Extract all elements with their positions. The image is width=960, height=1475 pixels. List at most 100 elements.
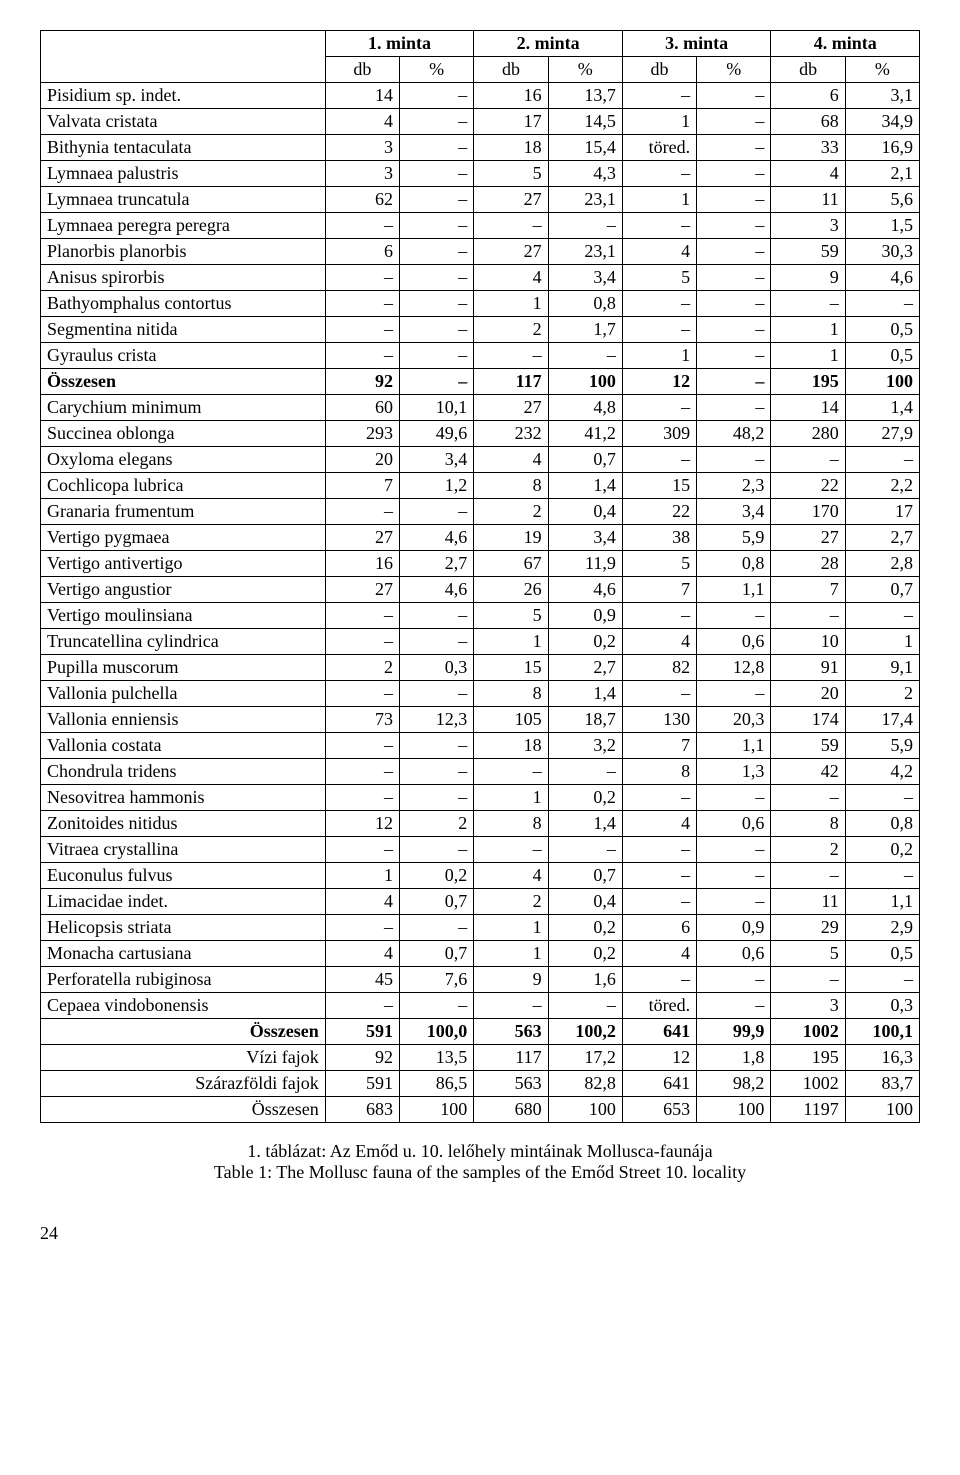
species-name: Pisidium sp. indet. [41, 83, 326, 109]
cell-value: 0,3 [400, 655, 474, 681]
cell-value: 4,8 [548, 395, 622, 421]
table-row: Helicopsis striata––10,260,9292,9 [41, 915, 920, 941]
table-row: Vertigo pygmaea274,6193,4385,9272,7 [41, 525, 920, 551]
cell-value: – [325, 759, 399, 785]
table-row: Vertigo antivertigo162,76711,950,8282,8 [41, 551, 920, 577]
cell-value: 19 [474, 525, 548, 551]
cell-value: 16 [325, 551, 399, 577]
cell-value: 0,9 [548, 603, 622, 629]
cell-value: 1 [622, 109, 696, 135]
cell-value: – [622, 447, 696, 473]
cell-value: – [325, 603, 399, 629]
cell-value: 0,6 [697, 811, 771, 837]
cell-value: 86,5 [400, 1071, 474, 1097]
cell-value: 1,1 [845, 889, 919, 915]
cell-value: 0,2 [548, 785, 622, 811]
cell-value: – [400, 837, 474, 863]
cell-value: 27 [325, 577, 399, 603]
species-name: Lymnaea truncatula [41, 187, 326, 213]
species-name: Carychium minimum [41, 395, 326, 421]
page-number: 24 [40, 1223, 920, 1244]
cell-value: 0,7 [548, 863, 622, 889]
species-name: Valvata cristata [41, 109, 326, 135]
table-row: Oxyloma elegans203,440,7–––– [41, 447, 920, 473]
cell-value: 4 [325, 941, 399, 967]
cell-value: 2,7 [400, 551, 474, 577]
species-name: Vitraea crystallina [41, 837, 326, 863]
header-row-1: 1. minta 2. minta 3. minta 4. minta [41, 31, 920, 57]
cell-value: – [697, 135, 771, 161]
species-name: Vertigo angustior [41, 577, 326, 603]
cell-value: 15 [622, 473, 696, 499]
cell-value: 6 [622, 915, 696, 941]
cell-value: 1,7 [548, 317, 622, 343]
cell-value: 0,4 [548, 499, 622, 525]
cell-value: 1,2 [400, 473, 474, 499]
cell-value: – [400, 759, 474, 785]
header-minta-2: 2. minta [474, 31, 623, 57]
cell-value: 7 [771, 577, 845, 603]
cell-value: – [400, 317, 474, 343]
cell-value: – [548, 213, 622, 239]
cell-value: 2 [400, 811, 474, 837]
species-name: Összesen [41, 369, 326, 395]
species-name: Nesovitrea hammonis [41, 785, 326, 811]
species-name: Succinea oblonga [41, 421, 326, 447]
cell-value: – [697, 239, 771, 265]
cell-value: 4,3 [548, 161, 622, 187]
species-name: Cepaea vindobonensis [41, 993, 326, 1019]
cell-value: 2 [771, 837, 845, 863]
cell-value: 59 [771, 733, 845, 759]
cell-value: 1197 [771, 1097, 845, 1123]
cell-value: 3 [771, 213, 845, 239]
cell-value: 16,3 [845, 1045, 919, 1071]
cell-value: – [771, 967, 845, 993]
cell-value: – [622, 395, 696, 421]
cell-value: 232 [474, 421, 548, 447]
cell-value: 3,4 [548, 265, 622, 291]
cell-value: 7,6 [400, 967, 474, 993]
table-row: Cepaea vindobonensis––––töred.–30,3 [41, 993, 920, 1019]
cell-value: – [325, 837, 399, 863]
cell-value: 3 [325, 135, 399, 161]
cell-value: 9 [771, 265, 845, 291]
species-name: Perforatella rubiginosa [41, 967, 326, 993]
cell-value: – [548, 837, 622, 863]
species-name: Segmentina nitida [41, 317, 326, 343]
species-name: Truncatellina cylindrica [41, 629, 326, 655]
table-row: Szárazföldi fajok59186,556382,864198,210… [41, 1071, 920, 1097]
cell-value: – [771, 785, 845, 811]
cell-value: – [697, 837, 771, 863]
cell-value: 641 [622, 1071, 696, 1097]
header-pct: % [845, 57, 919, 83]
cell-value: 5 [474, 603, 548, 629]
table-row: Összesen591100,0563100,264199,91002100,1 [41, 1019, 920, 1045]
cell-value: 5 [771, 941, 845, 967]
cell-value: – [400, 109, 474, 135]
cell-value: 3,2 [548, 733, 622, 759]
species-name: Vízi fajok [41, 1045, 326, 1071]
header-db: db [325, 57, 399, 83]
cell-value: 11 [771, 889, 845, 915]
cell-value: – [474, 993, 548, 1019]
cell-value: – [622, 213, 696, 239]
cell-value: 8 [474, 473, 548, 499]
cell-value: 4,6 [400, 577, 474, 603]
species-name: Granaria frumentum [41, 499, 326, 525]
species-name: Vallonia enniensis [41, 707, 326, 733]
species-name: Bathyomphalus contortus [41, 291, 326, 317]
cell-value: 0,2 [548, 915, 622, 941]
cell-value: 0,8 [845, 811, 919, 837]
cell-value: – [622, 291, 696, 317]
cell-value: 641 [622, 1019, 696, 1045]
cell-value: 20 [771, 681, 845, 707]
header-pct: % [697, 57, 771, 83]
cell-value: 0,5 [845, 317, 919, 343]
cell-value: 12,3 [400, 707, 474, 733]
table-row: Vallonia enniensis7312,310518,713020,317… [41, 707, 920, 733]
cell-value: 17,4 [845, 707, 919, 733]
table-row: Planorbis planorbis6–2723,14–5930,3 [41, 239, 920, 265]
cell-value: 92 [325, 1045, 399, 1071]
cell-value: – [697, 343, 771, 369]
cell-value: 22 [771, 473, 845, 499]
